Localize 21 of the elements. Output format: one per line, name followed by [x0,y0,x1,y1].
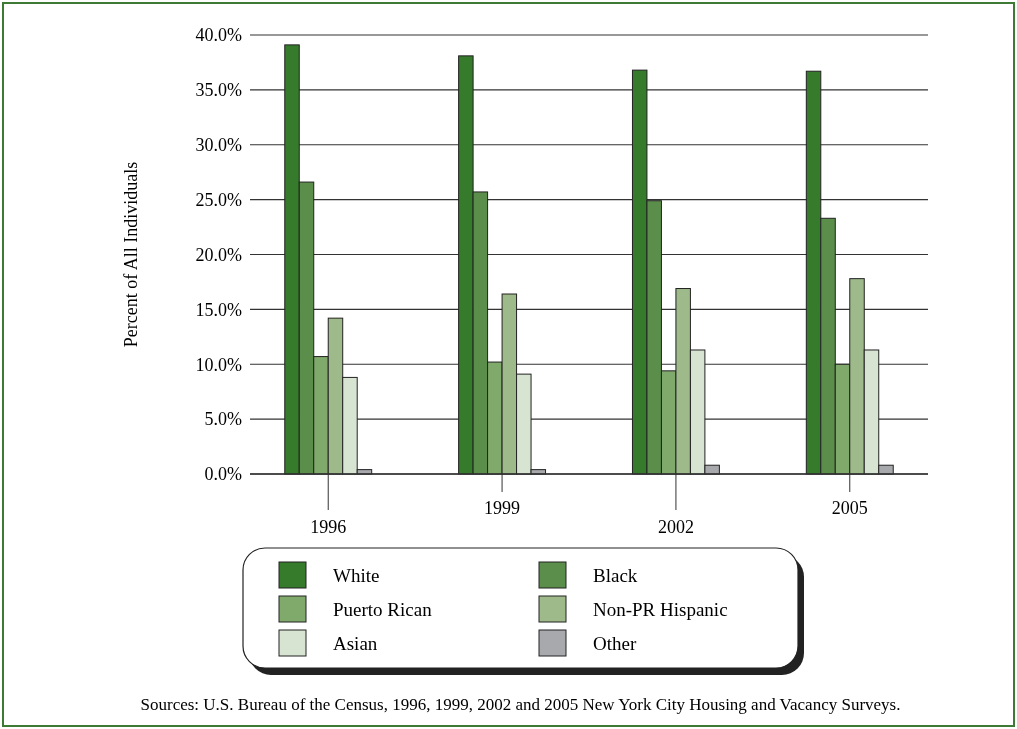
y-tick-label: 35.0% [195,80,242,101]
legend-label: Black [593,564,638,586]
y-axis-title: Percent of All Individuals [121,161,141,348]
y-tick-label: 20.0% [195,244,242,265]
legend-label: Asian [333,632,378,654]
x-tick-label: 2005 [831,498,868,518]
x-tick-label: 2002 [657,517,694,537]
y-tick-label: 5.0% [204,409,242,430]
legend-label: White [333,564,380,586]
y-tick-label: 30.0% [195,135,242,156]
y-tick-label: 25.0% [195,189,242,210]
x-tick-label: 1999 [484,498,521,518]
y-tick-label: 0.0% [204,464,242,485]
x-tick-label: 1996 [310,517,347,537]
legend-label: Puerto Rican [333,598,433,620]
source-note: Sources: U.S. Bureau of the Census, 1996, 1999, 2002 and 2005 New York City Housing and Vacancy Surveys. [140,695,901,714]
y-tick-label: 40.0% [195,25,242,46]
y-tick-label: 10.0% [195,354,242,375]
y-tick-label: 15.0% [195,299,242,320]
legend-label: Other [593,632,637,654]
legend-label: Non-PR Hispanic [593,598,728,620]
